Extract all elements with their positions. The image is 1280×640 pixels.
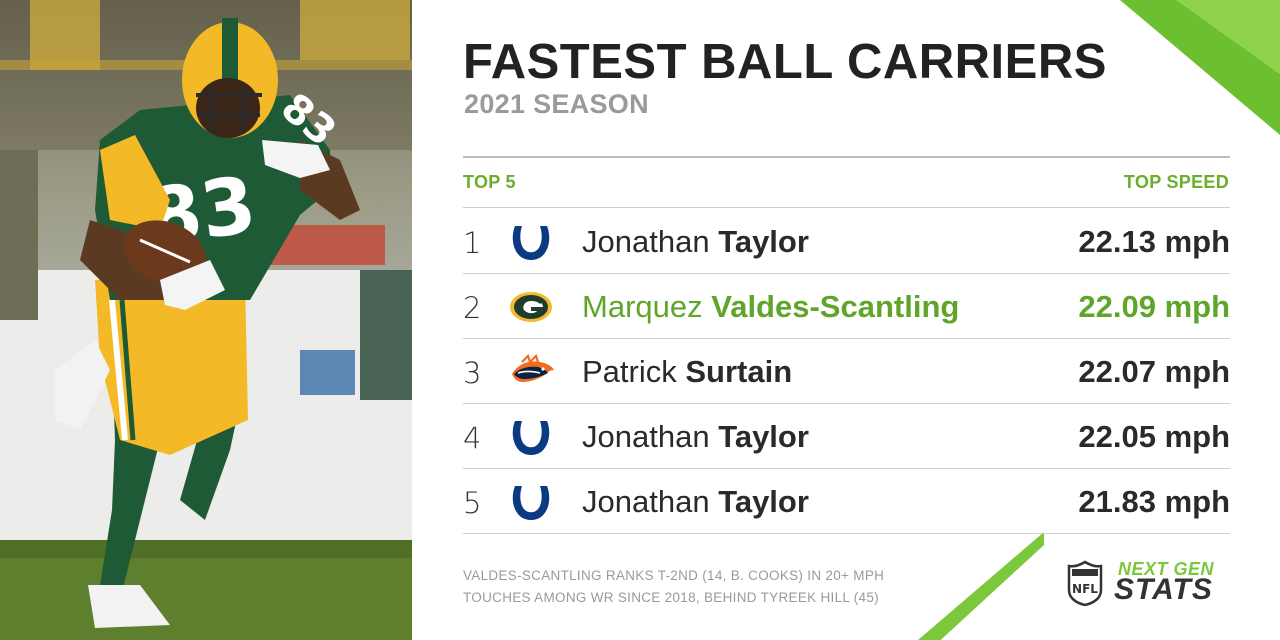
top-speed-value: 22.09 mph xyxy=(1078,289,1230,324)
player-first-name: Patrick xyxy=(582,354,677,389)
nfl-shield-text: NFL xyxy=(1072,582,1098,596)
row-divider xyxy=(463,338,1230,339)
player-last-name: Surtain xyxy=(685,354,793,389)
player-last-name: Valdes-Scantling xyxy=(711,289,960,324)
player-last-name: Taylor xyxy=(718,419,809,454)
top-speed-value: 22.07 mph xyxy=(1078,354,1230,389)
next-gen-label: NEXT GEN xyxy=(1118,559,1215,579)
player-last-name: Taylor xyxy=(718,484,809,519)
table-row: 1 Jonathan Taylor 22.13 mph xyxy=(463,210,1230,274)
speed-column-header: TOP SPEED xyxy=(1123,172,1229,192)
packers-g-icon xyxy=(510,292,552,322)
colts-horseshoe-icon xyxy=(512,486,550,520)
player-first-name: Marquez xyxy=(582,289,703,324)
header-divider xyxy=(463,207,1230,208)
top-speed-value: 22.05 mph xyxy=(1078,419,1230,454)
table-row-highlighted: 2 Marquez Valdes-Scantling 22.09 mph xyxy=(463,275,1230,339)
table-row: 5 Jonathan Taylor 21.83 mph xyxy=(463,470,1230,534)
broncos-horse-icon xyxy=(512,353,554,382)
rank-number: 2 xyxy=(463,291,482,325)
player-name: Patrick Surtain xyxy=(582,354,792,390)
next-gen-stats-logo: NFL NEXT GEN STATS xyxy=(1066,556,1236,612)
table-row: 4 Jonathan Taylor 22.05 mph xyxy=(463,405,1230,469)
footnote-line: TOUCHES AMONG WR SINCE 2018, BEHIND TYRE… xyxy=(463,590,879,605)
player-name: Marquez Valdes-Scantling xyxy=(582,289,959,325)
row-divider xyxy=(463,403,1230,404)
footnote: VALDES-SCANTLING RANKS T-2ND (14, B. COO… xyxy=(463,565,943,609)
top-speed-value: 22.13 mph xyxy=(1078,224,1230,259)
player-name: Jonathan Taylor xyxy=(582,484,809,520)
row-divider xyxy=(463,273,1230,274)
top-speed-value: 21.83 mph xyxy=(1078,484,1230,519)
rank-number: 1 xyxy=(463,226,482,260)
rank-number: 4 xyxy=(463,421,482,455)
player-last-name: Taylor xyxy=(718,224,809,259)
player-first-name: Jonathan xyxy=(582,419,710,454)
football-player-photo-icon: 83 83 xyxy=(0,0,412,640)
title-divider xyxy=(463,156,1230,158)
page-title: FASTEST BALL CARRIERS xyxy=(463,35,1107,89)
player-first-name: Jonathan xyxy=(582,224,710,259)
player-first-name: Jonathan xyxy=(582,484,710,519)
nfl-shield-icon: NFL xyxy=(1067,560,1103,606)
stats-label: STATS xyxy=(1114,573,1213,606)
row-divider xyxy=(463,468,1230,469)
player-name: Jonathan Taylor xyxy=(582,224,809,260)
rank-column-header: TOP 5 xyxy=(463,172,516,192)
colts-horseshoe-icon xyxy=(512,226,550,260)
table-bottom-divider xyxy=(463,533,1230,534)
table-row: 3 Patrick Surtain 22.07 mph xyxy=(463,340,1230,404)
rank-number: 5 xyxy=(463,486,482,520)
player-name: Jonathan Taylor xyxy=(582,419,809,455)
page-subtitle: 2021 SEASON xyxy=(464,89,649,119)
top-corner-accent xyxy=(1120,0,1280,135)
player-photo: 83 83 xyxy=(0,0,412,640)
colts-horseshoe-icon xyxy=(512,421,550,455)
footnote-line: VALDES-SCANTLING RANKS T-2ND (14, B. COO… xyxy=(463,568,885,583)
rank-number: 3 xyxy=(463,356,482,390)
